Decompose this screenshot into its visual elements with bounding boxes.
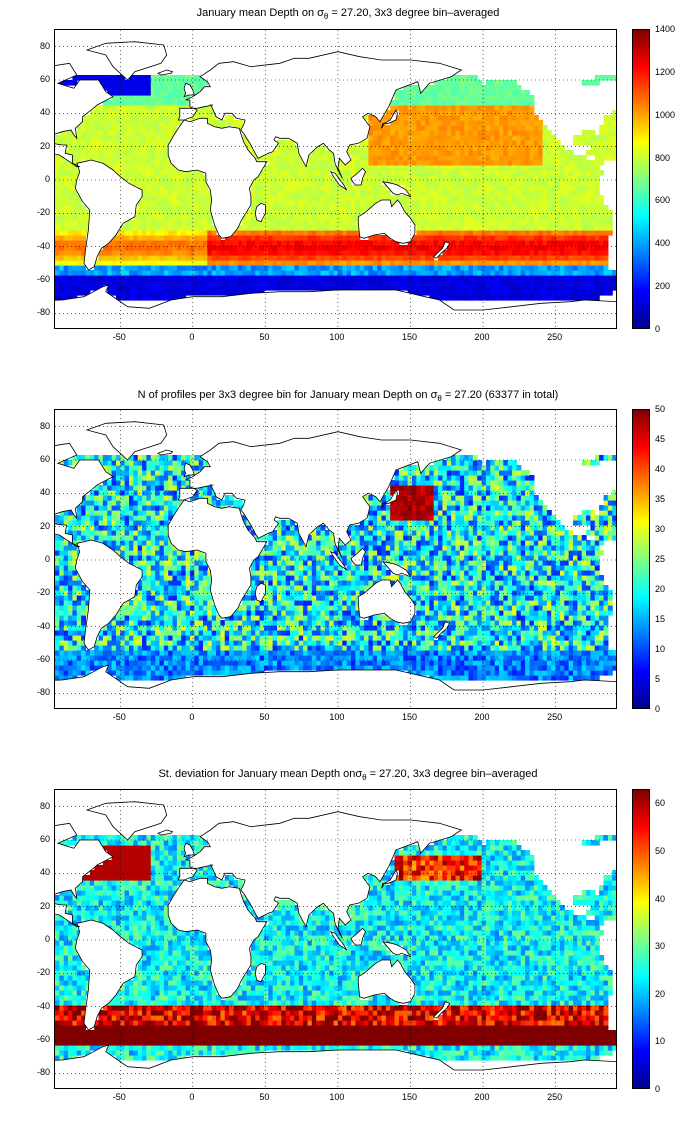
x-tick-label: 200 — [474, 712, 490, 722]
colorbar-tick-label: 1000 — [655, 109, 676, 120]
bin-cells — [55, 455, 616, 681]
y-tick-label: 80 — [39, 800, 50, 811]
colorbar-tick-label: 400 — [655, 238, 671, 249]
y-tick-label: 80 — [39, 40, 50, 51]
x-tick-label: -50 — [112, 712, 126, 722]
colorbar-tick-label: 1400 — [655, 24, 676, 34]
y-tick-label: -20 — [36, 967, 50, 978]
panel1-colorbar — [632, 29, 650, 329]
colorbar-tick-label: 0 — [655, 1084, 661, 1094]
y-tick-label: 40 — [39, 487, 50, 498]
colorbar-tick-label: 600 — [655, 195, 671, 206]
colorbar-tick-label: 40 — [655, 893, 666, 904]
y-tick-label: 0 — [44, 554, 50, 564]
colorbar-tick-label: 15 — [655, 614, 666, 624]
x-tick-label: 50 — [259, 1092, 270, 1102]
x-tick-label: 250 — [547, 1092, 563, 1102]
colorbar-tick-label: 0 — [655, 704, 661, 714]
x-tick-label: 100 — [329, 332, 345, 342]
y-tick-label: -80 — [36, 307, 50, 318]
panel1-map — [54, 29, 617, 329]
y-tick-label: -60 — [36, 274, 50, 284]
panel2-title: N of profiles per 3x3 degree bin for Jan… — [137, 389, 559, 404]
y-tick-label: 0 — [44, 934, 50, 944]
y-tick-label: -40 — [36, 240, 50, 251]
x-tick-label: 250 — [547, 332, 563, 342]
y-tick-label: -60 — [36, 1034, 50, 1044]
bin-cells — [55, 75, 616, 301]
panel2-svg — [55, 410, 616, 708]
colorbar-tick-label: 30 — [655, 941, 666, 952]
x-tick-label: 150 — [401, 332, 418, 342]
panel1-title: January mean Depth on σθ = 27.20, 3x3 de… — [196, 7, 500, 22]
x-tick-label: 50 — [259, 712, 270, 722]
bin-cells — [55, 835, 616, 1061]
panel1-svg — [55, 30, 616, 328]
colorbar-tick-label: 60 — [655, 798, 666, 809]
y-tick-label: -80 — [36, 687, 50, 698]
colorbar-tick-label: 50 — [655, 404, 666, 414]
x-tick-label: 100 — [329, 712, 345, 722]
colorbar-tick-label: 200 — [655, 281, 671, 292]
y-tick-label: 20 — [39, 140, 50, 151]
y-tick-label: 40 — [39, 867, 50, 878]
panel2-map — [54, 409, 617, 709]
y-tick-label: 40 — [39, 107, 50, 118]
panel3-title: St. deviation for January mean Depth onσ… — [158, 768, 538, 783]
panel3-map — [54, 789, 617, 1089]
y-tick-label: -20 — [36, 207, 50, 218]
y-tick-label: -40 — [36, 1000, 50, 1011]
panel3-svg — [55, 790, 616, 1088]
colorbar-tick-label: 50 — [655, 845, 666, 856]
colorbar-tick-label: 35 — [655, 494, 666, 504]
y-tick-label: 60 — [39, 74, 50, 84]
y-tick-label: -20 — [36, 587, 50, 598]
x-tick-label: 100 — [329, 1092, 345, 1102]
y-tick-label: 20 — [39, 900, 50, 911]
coastline — [55, 801, 616, 1088]
y-tick-label: -40 — [36, 620, 50, 631]
colorbar-tick-label: 20 — [655, 988, 666, 999]
x-tick-label: 200 — [474, 332, 490, 342]
x-tick-label: 0 — [189, 712, 195, 722]
colorbar-tick-label: 20 — [655, 584, 666, 594]
y-tick-label: -60 — [36, 654, 50, 664]
colorbar-tick-label: 25 — [655, 554, 666, 564]
x-tick-label: -50 — [112, 332, 126, 342]
x-tick-label: 0 — [189, 1092, 195, 1102]
colorbar-tick-label: 800 — [655, 152, 671, 163]
y-tick-label: 60 — [39, 454, 50, 464]
panel3-colorbar — [632, 789, 650, 1089]
y-tick-label: 0 — [44, 174, 50, 184]
x-tick-label: 200 — [474, 1092, 490, 1102]
panel2-colorbar — [632, 409, 650, 709]
colorbar-tick-label: 10 — [655, 1036, 666, 1047]
colorbar-tick-label: 0 — [655, 324, 661, 334]
x-tick-label: 150 — [401, 1092, 418, 1102]
x-tick-label: 250 — [547, 712, 563, 722]
colorbar-tick-label: 40 — [655, 464, 666, 474]
colorbar-tick-label: 45 — [655, 434, 666, 444]
colorbar-tick-label: 1200 — [655, 66, 676, 77]
colorbar-tick-label: 30 — [655, 524, 666, 534]
colorbar-tick-label: 5 — [655, 674, 661, 684]
x-tick-label: 0 — [189, 332, 195, 342]
y-tick-label: 60 — [39, 834, 50, 844]
x-tick-label: 150 — [401, 712, 418, 722]
x-tick-label: 50 — [259, 332, 270, 342]
y-tick-label: -80 — [36, 1067, 50, 1078]
x-tick-label: -50 — [112, 1092, 126, 1102]
coastline — [55, 421, 616, 708]
y-tick-label: 20 — [39, 520, 50, 531]
colorbar-tick-label: 10 — [655, 644, 666, 654]
y-tick-label: 80 — [39, 420, 50, 431]
coastline — [55, 41, 616, 328]
